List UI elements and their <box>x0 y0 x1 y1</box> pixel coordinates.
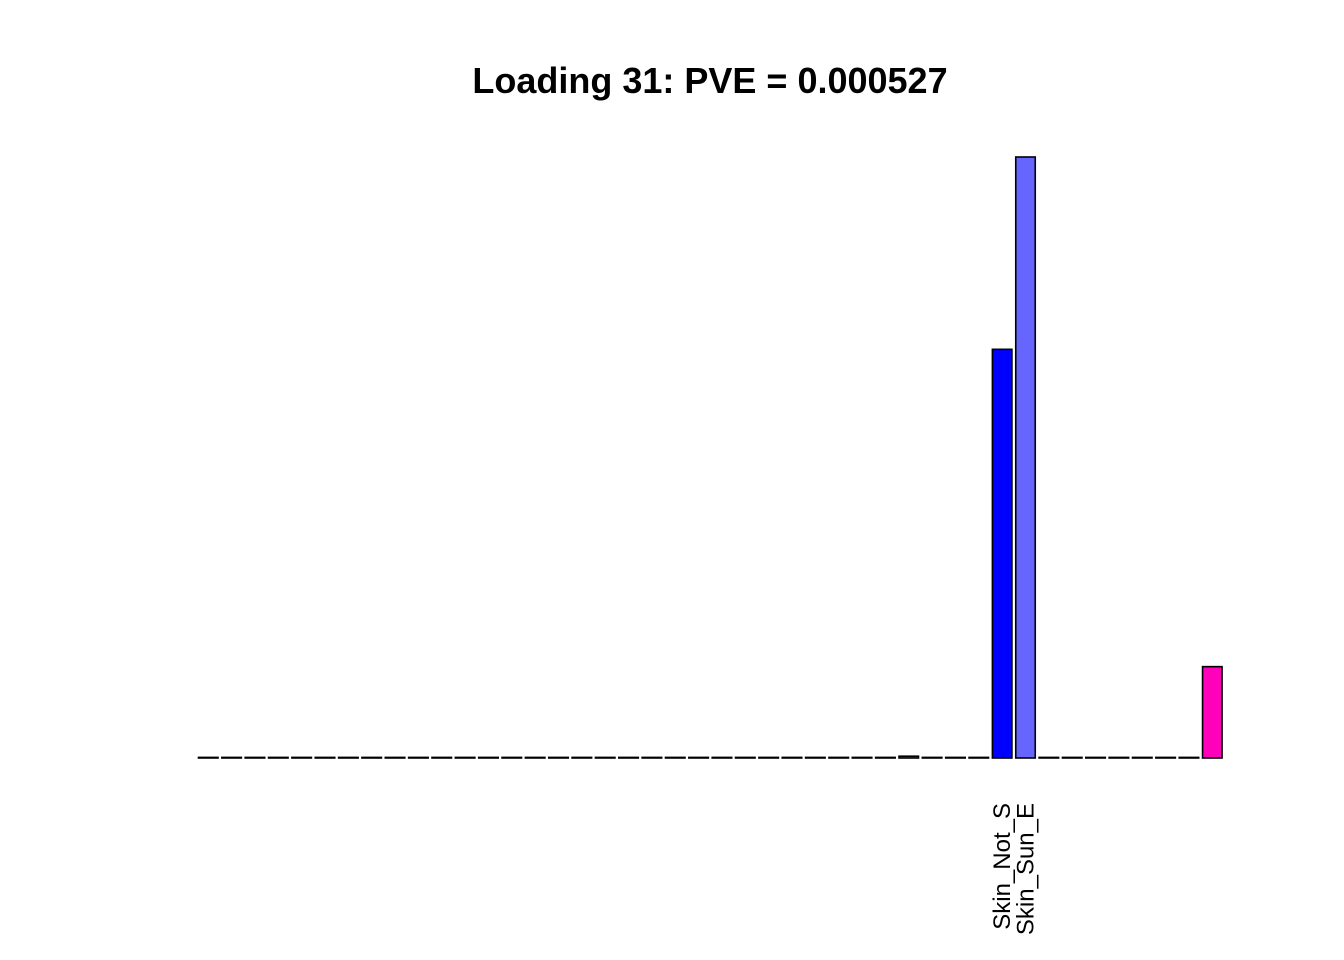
bar <box>407 756 429 759</box>
bar <box>641 756 663 759</box>
bar <box>547 756 570 759</box>
bar <box>944 756 967 759</box>
bar <box>828 756 850 759</box>
bars-group <box>197 156 1223 759</box>
x-tick-label: Skin_Not_S <box>989 803 1016 930</box>
bar <box>384 756 406 759</box>
bar <box>758 756 780 759</box>
bar <box>1085 756 1107 759</box>
bar <box>594 756 616 759</box>
bar <box>711 756 733 759</box>
bar <box>1201 665 1223 759</box>
bar <box>431 756 453 759</box>
chart-title: Loading 31: PVE = 0.000527 <box>472 60 947 101</box>
bar <box>804 756 826 759</box>
bar <box>337 756 359 759</box>
bar <box>267 756 289 759</box>
bar <box>734 756 756 759</box>
bar <box>314 756 336 759</box>
bar <box>244 756 266 759</box>
bar <box>524 756 546 759</box>
x-tick-label: Skin_Sun_E <box>1013 803 1040 935</box>
bar <box>921 756 943 759</box>
bar <box>291 756 313 759</box>
bar <box>221 756 243 759</box>
bar <box>851 756 873 759</box>
bar <box>664 756 686 759</box>
bar <box>361 756 383 759</box>
bar <box>898 755 920 759</box>
bar <box>1155 756 1177 759</box>
bar <box>1014 156 1037 759</box>
bar <box>571 756 593 759</box>
bar <box>874 756 896 759</box>
bar <box>1131 756 1153 759</box>
bar <box>1108 756 1130 759</box>
bar <box>1038 756 1060 759</box>
bar <box>501 756 523 759</box>
bar <box>454 756 476 759</box>
bar <box>1178 756 1200 759</box>
bar <box>968 756 990 759</box>
bar <box>781 756 803 759</box>
bar <box>1061 756 1083 759</box>
bar <box>617 756 640 759</box>
bar <box>197 756 219 759</box>
bar <box>991 348 1013 759</box>
bar <box>688 756 710 759</box>
bar <box>477 756 500 759</box>
